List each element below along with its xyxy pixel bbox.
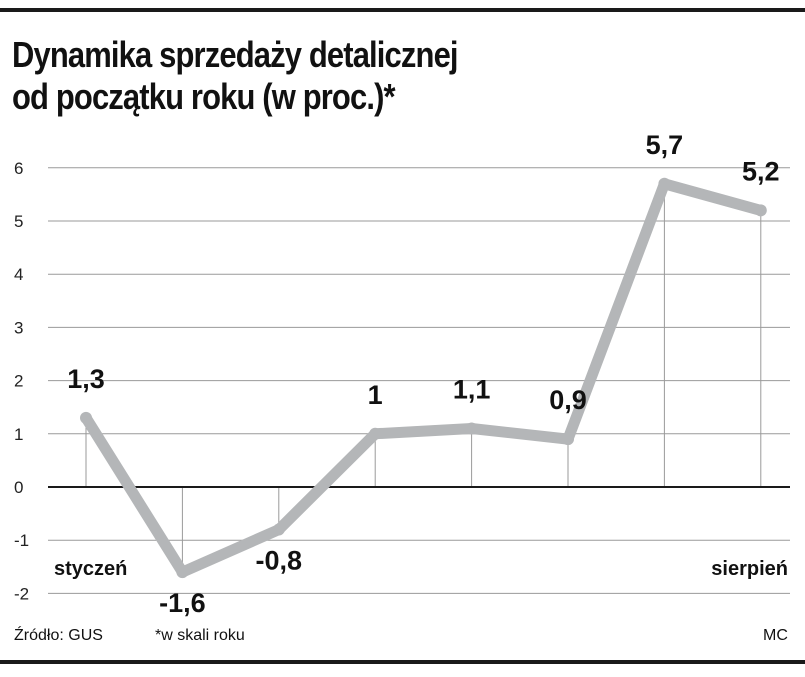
data-point (562, 433, 574, 446)
data-point (658, 177, 671, 190)
top-rule (0, 8, 805, 12)
y-tick-labels: 6 5 4 3 2 1 0 -1 -2 (14, 159, 29, 604)
data-label: 5,7 (646, 130, 684, 160)
chart-title: Dynamika sprzedaży detalicznej od począt… (12, 34, 459, 118)
bottom-rule (0, 660, 805, 664)
y-tick-label: 6 (14, 159, 23, 178)
author-credit: MC (763, 627, 788, 644)
data-label: 5,2 (742, 156, 780, 186)
data-label: 1 (368, 380, 383, 410)
series-line (80, 177, 767, 579)
data-label: -0,8 (256, 546, 303, 576)
drop-lines (85, 183, 762, 573)
data-point (754, 204, 767, 217)
data-point (176, 566, 189, 579)
data-label: 1,1 (453, 374, 491, 404)
y-tick-label: 2 (14, 372, 23, 391)
y-tick-label: 4 (14, 265, 23, 284)
y-tick-label: -1 (14, 531, 29, 550)
y-tick-label: 0 (14, 478, 23, 497)
data-point (369, 427, 382, 440)
chart-title-line-2: od początku roku (w proc.)* (12, 76, 396, 117)
x-category-labels: styczeń sierpień (54, 558, 788, 580)
data-point (80, 411, 92, 424)
y-tick-label: 3 (14, 318, 23, 337)
data-label: -1,6 (159, 588, 206, 618)
footnote: *w skali roku (155, 627, 245, 644)
grid-lines (48, 167, 790, 594)
source-note: Źródło: GUS (14, 627, 103, 644)
y-tick-label: 1 (14, 425, 23, 444)
data-point (272, 523, 285, 536)
x-category-label: sierpień (711, 558, 788, 580)
y-tick-label: -2 (14, 584, 29, 603)
x-category-label: styczeń (54, 558, 127, 580)
y-tick-label: 5 (14, 212, 23, 231)
data-label: 1,3 (67, 364, 105, 394)
data-labels: 1,3 -1,6 -0,8 1 1,1 0,9 5,7 5,2 (67, 130, 779, 618)
series-polyline (80, 178, 767, 578)
data-label: 0,9 (549, 385, 587, 415)
data-point (465, 422, 478, 435)
chart-title-line-1: Dynamika sprzedaży detalicznej (12, 34, 459, 75)
